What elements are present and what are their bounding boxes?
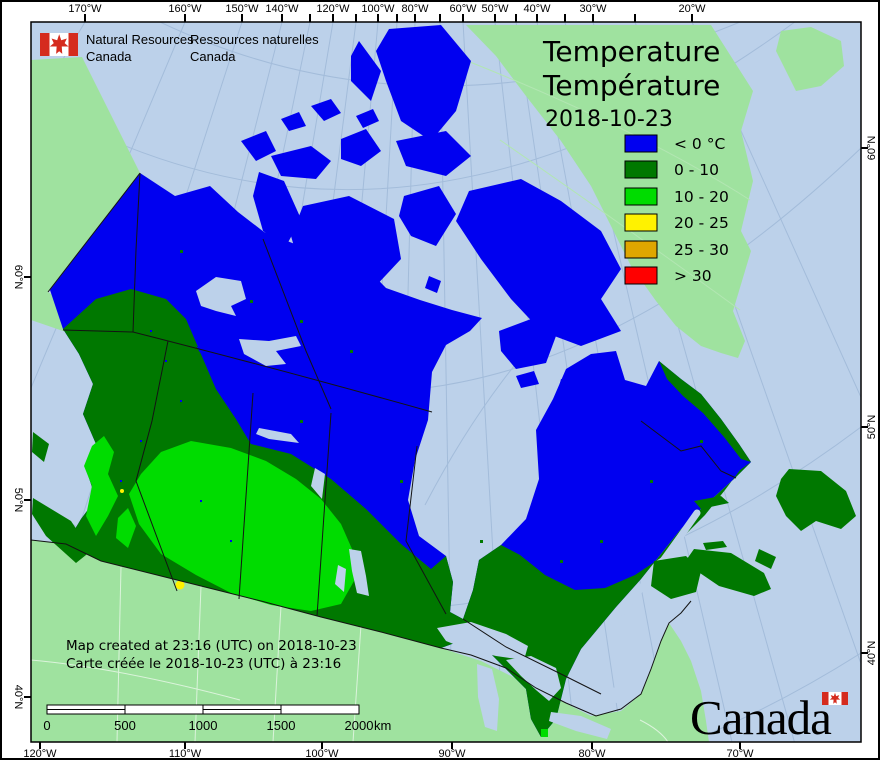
axis-label-top-80w: 80°W xyxy=(401,3,429,15)
legend-swatch-10-20 xyxy=(624,187,658,206)
axis-label-top-100w: 100°W xyxy=(361,3,395,15)
axis-label-right-40n: 40°N xyxy=(866,641,878,666)
map-frame xyxy=(30,21,862,743)
region-20-25-spots xyxy=(120,489,185,590)
coastal-islands-0-10 xyxy=(32,432,856,599)
canada-wordmark: Canada xyxy=(690,690,848,745)
axis-label-bottom-90w: 90°W xyxy=(438,748,466,760)
legend: < 0 °C 0 - 10 10 - 20 20 - 25 25 - 30 > … xyxy=(624,134,729,285)
legend-label-below-zero: < 0 °C xyxy=(674,135,725,153)
political-borders xyxy=(31,172,737,717)
logo-text-en-1: Natural Resources xyxy=(86,32,194,47)
logo-text-fr-2: Canada xyxy=(190,49,236,64)
labrador-coast-0-10 xyxy=(659,361,751,462)
legend-swatch-25-30 xyxy=(624,240,658,259)
map-title-fr: Température xyxy=(542,69,720,102)
legend-swatch-0-10 xyxy=(624,160,658,179)
axis-label-left-50n: 50°N xyxy=(12,488,24,513)
axis-label-right-60n: 60°N xyxy=(866,136,878,161)
region-0-10-south xyxy=(63,289,751,737)
map-title-en: Temperature xyxy=(542,35,720,68)
canada-flag-icon xyxy=(40,33,78,56)
legend-swatch-20-25 xyxy=(624,213,658,232)
scalebar-label-0: 0 xyxy=(43,718,50,733)
axis-label-bottom-70w: 70°W xyxy=(726,748,754,760)
noise-speckles-green xyxy=(160,250,703,563)
created-note-en: Map created at 23:16 (UTC) on 2018-10-23 xyxy=(66,638,357,654)
logo-text-en-2: Canada xyxy=(86,49,132,64)
us-state-lines xyxy=(31,566,669,742)
scalebar-label-2000: 2000 xyxy=(345,718,374,733)
legend-label-30-plus: > 30 xyxy=(674,267,712,285)
greenland-landmass xyxy=(466,25,753,358)
axis-label-bottom-100w: 100°W xyxy=(305,748,339,760)
legend-label-20-25: 20 - 25 xyxy=(674,214,729,232)
scalebar: 0 500 1000 1500 2000 km xyxy=(43,704,391,733)
legend-label-10-20: 10 - 20 xyxy=(674,188,729,206)
axis-label-top-120w: 120°W xyxy=(316,3,350,15)
axis-label-top-60w: 60°W xyxy=(449,3,477,15)
wordmark-flag-icon xyxy=(822,692,848,705)
axis-label-bottom-80w: 80°W xyxy=(578,748,606,760)
iceland-landmass xyxy=(776,27,844,91)
region-10-20-prairies xyxy=(84,436,548,737)
axis-label-top-20w: 20°W xyxy=(678,3,706,15)
alaska-landmass xyxy=(31,57,140,358)
axis-label-top-150w: 150°W xyxy=(225,3,259,15)
axis-label-top-30w: 30°W xyxy=(579,3,607,15)
axis-label-top-40w: 40°W xyxy=(523,3,551,15)
nrcan-logo: Natural Resources Canada Ressources natu… xyxy=(40,32,319,64)
axis-label-bottom-120w: 120°W xyxy=(23,748,57,760)
axis-ticks xyxy=(24,14,868,749)
axis-label-left-60n: 60°N xyxy=(12,265,24,290)
axis-label-top-140w: 140°W xyxy=(265,3,299,15)
axis-label-top-160w: 160°W xyxy=(168,3,202,15)
scalebar-label-500: 500 xyxy=(114,718,136,733)
axis-labels: 170°W 160°W 150°W 140°W 120°W 100°W 80°W… xyxy=(12,3,878,760)
noise-speckles-blue xyxy=(120,330,232,542)
logo-text-fr-1: Ressources naturelles xyxy=(190,32,319,47)
axis-label-right-50n: 50°N xyxy=(866,415,878,440)
legend-swatch-30-plus xyxy=(624,266,658,285)
axis-label-left-40n: 40°N xyxy=(12,685,24,710)
axis-label-bottom-110w: 110°W xyxy=(169,748,202,760)
scalebar-unit: km xyxy=(374,718,391,733)
created-note-fr: Carte créée le 2018-10-23 (UTC) à 23:16 xyxy=(66,656,341,672)
legend-label-0-10: 0 - 10 xyxy=(674,161,719,179)
legend-label-25-30: 25 - 30 xyxy=(674,241,729,259)
wordmark-text: Canada xyxy=(690,690,832,745)
map-title-date: 2018-10-23 xyxy=(545,107,673,132)
scalebar-label-1500: 1500 xyxy=(267,718,296,733)
region-below-zero-bc-tongue xyxy=(196,346,256,444)
axis-label-top-170w: 170°W xyxy=(68,3,102,15)
legend-swatch-below-zero xyxy=(624,134,658,153)
arctic-islands-below-zero xyxy=(241,25,621,396)
scalebar-label-1000: 1000 xyxy=(189,718,218,733)
axis-label-top-50w: 50°W xyxy=(481,3,509,15)
map-title-block: Temperature Température 2018-10-23 xyxy=(542,35,720,132)
